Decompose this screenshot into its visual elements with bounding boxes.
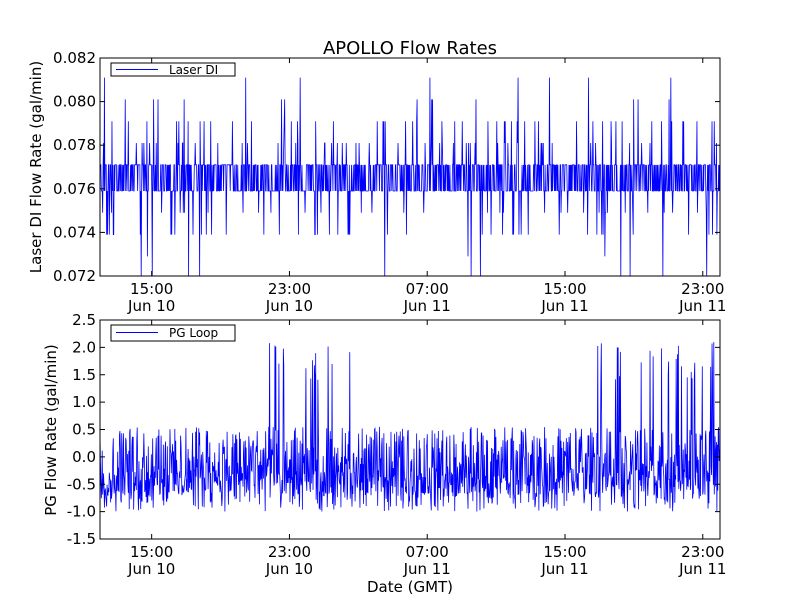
x-tick-date: Jun 11	[540, 297, 588, 315]
top-axes-frame	[99, 57, 721, 277]
bottom-legend-box	[110, 324, 236, 342]
y-tick-label: 1.0	[72, 393, 96, 411]
x-axis-label: Date (GMT)	[367, 578, 453, 596]
top-legend-box	[110, 62, 236, 77]
x-tick-time: 23:00	[681, 280, 724, 298]
x-tick-time: 23:00	[268, 280, 311, 298]
y-tick-label: 0.080	[53, 93, 96, 111]
x-tick-date: Jun 11	[678, 297, 726, 315]
y-tick-label: -1.5	[67, 530, 96, 548]
top-y-axis-label: Laser DI Flow Rate (gal/min)	[27, 61, 45, 273]
y-tick-label: -0.5	[67, 475, 96, 493]
laser-di-series	[100, 77, 720, 276]
bottom-plot: -1.5-1.0-0.50.00.51.01.52.02.5 15:00Jun …	[42, 311, 726, 596]
y-tick-label: 0.082	[53, 49, 96, 67]
x-tick-time: 07:00	[406, 280, 449, 298]
x-tick-time: 15:00	[130, 543, 173, 561]
pg-loop-series	[100, 342, 720, 512]
x-tick-date: Jun 11	[540, 560, 588, 578]
x-tick-date: Jun 11	[678, 560, 726, 578]
bottom-y-axis-label: PG Flow Rate (gal/min)	[42, 344, 60, 516]
y-tick-label: 0.074	[53, 223, 96, 241]
x-tick-date: Jun 10	[127, 297, 175, 315]
x-tick-time: 23:00	[681, 543, 724, 561]
x-tick-time: 15:00	[543, 543, 586, 561]
y-tick-label: 2.5	[72, 311, 96, 329]
x-tick-time: 23:00	[268, 543, 311, 561]
y-tick-label: 1.5	[72, 366, 96, 384]
bottom-legend-label: PG Loop	[169, 326, 218, 340]
x-tick-time: 07:00	[406, 543, 449, 561]
y-tick-label: 2.0	[72, 338, 96, 356]
x-tick-date: Jun 10	[127, 560, 175, 578]
y-tick-label: 0.078	[53, 136, 96, 154]
top-legend-label: Laser DI	[169, 63, 218, 77]
series-line	[100, 77, 720, 276]
bottom-y-ticks: -1.5 -1.0 -0.5 0.0 0.5 1.0 1.5 2.0 2.5	[67, 311, 720, 548]
series-line	[100, 342, 720, 512]
x-tick-date: Jun 11	[403, 560, 451, 578]
y-tick-label: 0.076	[53, 180, 96, 198]
y-tick-label: 0.5	[72, 421, 96, 439]
y-tick-label: -1.0	[67, 503, 96, 521]
chart-title: APOLLO Flow Rates	[323, 38, 497, 59]
top-legend: Laser DI	[110, 62, 236, 77]
x-tick-date: Jun 11	[403, 297, 451, 315]
bottom-legend: PG Loop	[110, 324, 236, 342]
x-tick-date: Jun 10	[265, 560, 313, 578]
y-tick-label: 0.072	[53, 267, 96, 285]
x-tick-date: Jun 10	[265, 297, 313, 315]
x-tick-time: 15:00	[130, 280, 173, 298]
top-y-ticks: 0.072 0.074 0.076 0.078 0.080 0.082	[53, 49, 720, 285]
x-tick-time: 15:00	[543, 280, 586, 298]
y-tick-label: 0.0	[72, 448, 96, 466]
